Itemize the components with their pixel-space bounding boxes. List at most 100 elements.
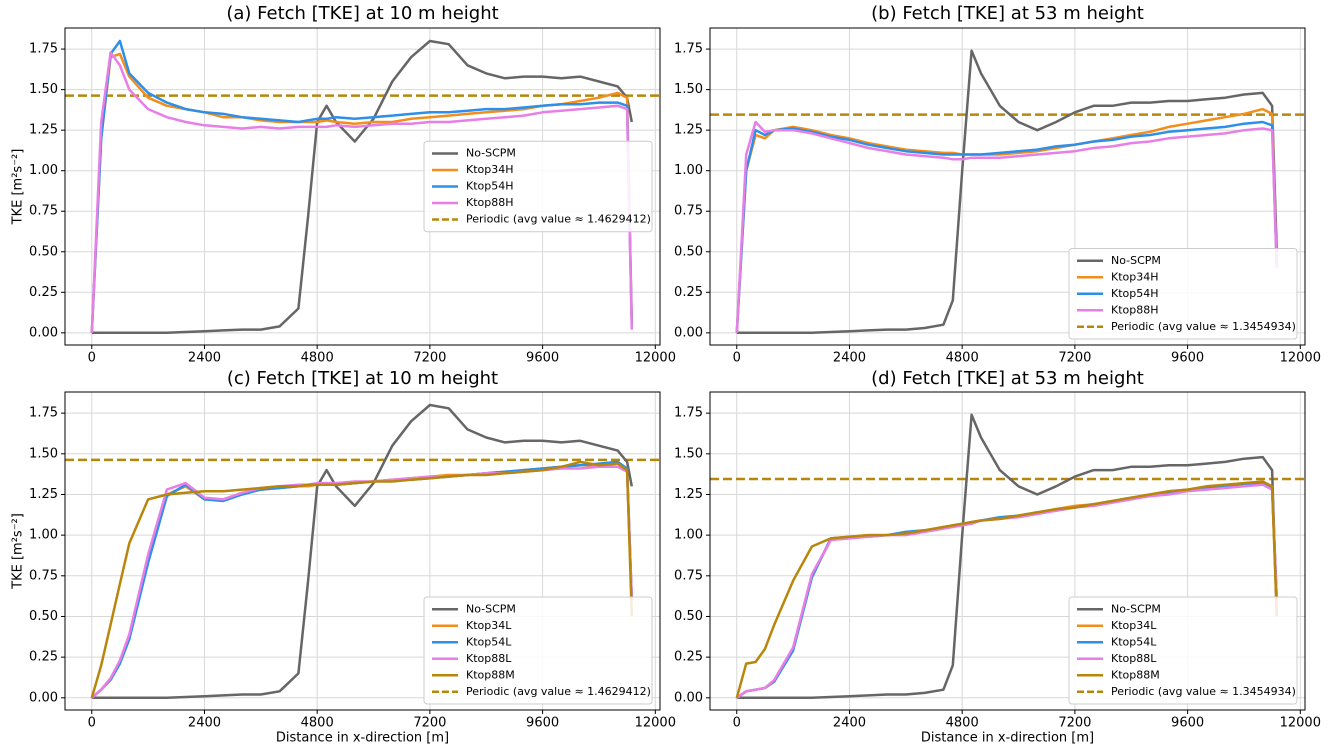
y-tick-label: 0.25 (674, 650, 703, 665)
x-tick-label: 4800 (301, 351, 334, 366)
x-tick-label: 2400 (188, 716, 221, 731)
y-axis-label: TKE [m²s⁻²] (11, 149, 26, 226)
legend-label: No-SCPM (1111, 254, 1161, 267)
legend-box (423, 140, 653, 233)
legend-label: Ktop88H (466, 196, 514, 209)
legend-label: Ktop88H (1111, 303, 1159, 316)
legend-label: Ktop88M (466, 668, 515, 681)
y-tick-label: 1.75 (29, 42, 58, 57)
y-tick-label: 0.75 (674, 568, 703, 583)
legend: No-SCPM Ktop34L Ktop54L Ktop88L Ktop88M Perio… (1068, 596, 1298, 705)
legend: No-SCPM Ktop34H Ktop54H Ktop88H Periodic (av… (1068, 248, 1298, 340)
series-line (736, 49, 1279, 335)
chart-title: (c) Fetch [TKE] at 10 m height (227, 368, 498, 389)
chart-title: (d) Fetch [TKE] at 53 m height (871, 368, 1144, 389)
legend-label: Ktop54H (466, 180, 514, 193)
legend-label: Ktop54H (1111, 287, 1159, 300)
y-tick-label: 0.50 (674, 609, 703, 624)
legend-label: No-SCPM (466, 147, 516, 160)
x-tick-label: 2400 (188, 351, 221, 366)
legend-label: Ktop34H (466, 163, 514, 176)
x-tick-label: 12000 (1280, 716, 1321, 731)
x-tick-label: 2400 (833, 716, 866, 731)
x-tick-label: 0 (88, 716, 96, 731)
plot-frame (64, 27, 661, 346)
x-tick-label: 7200 (413, 351, 446, 366)
legend-label: Ktop88M (1111, 668, 1160, 681)
y-tick-label: 0.00 (674, 690, 703, 705)
subplot: 0 2400 4800 7200 9600 12000 0.00 0.25 0.50 0.75 1.… (11, 368, 676, 746)
y-tick-label: 0.50 (29, 244, 58, 259)
x-tick-label: 4800 (946, 716, 979, 731)
x-tick-label: 9600 (1171, 716, 1204, 731)
x-tick-label: 12000 (635, 716, 676, 731)
series-line (90, 39, 634, 333)
y-tick-label: 0.75 (29, 204, 58, 219)
y-tick-label: 1.50 (674, 82, 703, 97)
chart-title: (a) Fetch [TKE] at 10 m height (226, 3, 498, 24)
legend-label: No-SCPM (466, 602, 516, 615)
x-tick-label: 0 (88, 351, 96, 366)
legend: No-SCPM Ktop34H Ktop54H Ktop88H Periodic (av… (423, 140, 653, 233)
plot-frame (64, 391, 661, 711)
y-axis-label: TKE [m²s⁻²] (11, 513, 26, 590)
y-tick-label: 1.50 (674, 446, 703, 461)
y-tick-label: 1.25 (674, 123, 703, 138)
y-tick-label: 1.00 (674, 163, 703, 178)
y-tick-label: 0.25 (29, 650, 58, 665)
series-line (90, 51, 634, 333)
legend-label: Periodic (avg value ≈ 1.3454934) (1111, 685, 1296, 698)
legend-label: No-SCPM (1111, 602, 1161, 615)
legend-label: Periodic (avg value ≈ 1.3454934) (1111, 320, 1296, 333)
y-tick-label: 1.50 (29, 82, 58, 97)
series-line (736, 413, 1279, 700)
x-axis-label: Distance in x-direction [m] (276, 731, 449, 746)
y-tick-label: 1.75 (674, 42, 703, 57)
series-line (90, 460, 634, 699)
series-line (735, 120, 1279, 333)
legend-box (423, 596, 653, 705)
y-tick-label: 1.75 (674, 406, 703, 421)
legend-label: Ktop34L (466, 619, 512, 632)
y-tick-label: 1.25 (29, 487, 58, 502)
y-tick-label: 0.00 (29, 325, 58, 340)
legend-label: Ktop54L (1111, 635, 1157, 648)
y-tick-label: 0.00 (29, 690, 58, 705)
y-tick-label: 1.00 (674, 528, 703, 543)
x-tick-label: 7200 (413, 716, 446, 731)
x-tick-label: 12000 (1280, 351, 1321, 366)
y-tick-label: 0.25 (29, 285, 58, 300)
x-tick-label: 9600 (526, 351, 559, 366)
legend-label: Periodic (avg value ≈ 1.4629412) (466, 685, 651, 698)
y-tick-label: 0.00 (674, 325, 703, 340)
y-tick-label: 0.50 (29, 609, 58, 624)
y-tick-label: 1.25 (674, 487, 703, 502)
x-tick-label: 12000 (635, 351, 676, 366)
plot-frame (709, 27, 1306, 346)
x-tick-label: 4800 (301, 716, 334, 731)
x-tick-label: 9600 (526, 716, 559, 731)
y-tick-label: 1.50 (29, 446, 58, 461)
legend-label: Ktop34L (1111, 619, 1157, 632)
x-tick-label: 0 (733, 351, 741, 366)
subplot: 0 2400 4800 7200 9600 12000 0.00 0.25 0.50 0.75 1.… (674, 3, 1321, 366)
series-line (735, 120, 1279, 333)
x-tick-label: 9600 (1171, 351, 1204, 366)
y-tick-label: 0.75 (674, 204, 703, 219)
legend: No-SCPM Ktop34L Ktop54L Ktop88L Ktop88M Perio… (423, 596, 653, 705)
subplot: 0 2400 4800 7200 9600 12000 0.00 0.25 0.50 0.75 1.… (11, 3, 676, 366)
x-tick-label: 4800 (946, 351, 979, 366)
y-tick-label: 1.00 (29, 163, 58, 178)
legend-label: Periodic (avg value ≈ 1.4629412) (466, 213, 651, 226)
y-tick-label: 1.00 (29, 528, 58, 543)
series-line (735, 480, 1279, 699)
x-tick-label: 7200 (1058, 351, 1091, 366)
plot-frame (709, 391, 1306, 711)
legend-label: Ktop34H (1111, 270, 1159, 283)
legend-label: Ktop88L (1111, 652, 1157, 665)
x-tick-label: 7200 (1058, 716, 1091, 731)
y-tick-label: 1.25 (29, 123, 58, 138)
subplot: 0 2400 4800 7200 9600 12000 0.00 0.25 0.50 0.75 1.… (674, 368, 1321, 746)
